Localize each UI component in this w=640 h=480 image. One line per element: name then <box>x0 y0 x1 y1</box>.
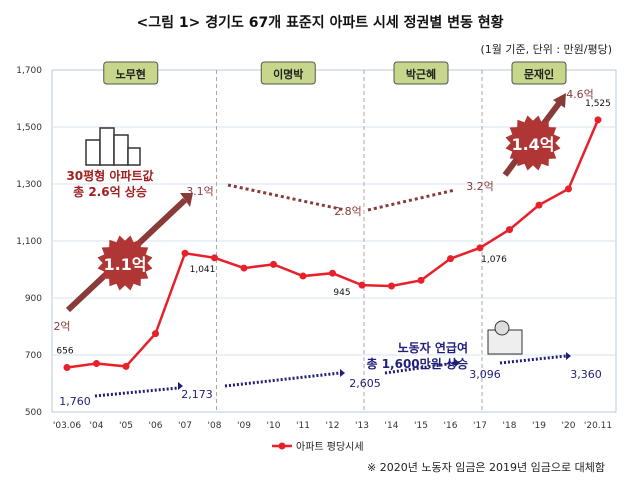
data-label: 945 <box>333 288 350 298</box>
x-tick-label: '20.11 <box>584 421 612 431</box>
x-tick-label: '06 <box>149 421 163 431</box>
era-box <box>260 61 316 85</box>
y-tick-label: 1,500 <box>16 123 42 133</box>
x-tick-label: '15 <box>414 421 428 431</box>
legend-marker <box>278 442 286 450</box>
era-label: 박근혜 <box>406 67 436 81</box>
wage-label: 2,605 <box>349 377 381 390</box>
era-box <box>393 61 449 85</box>
y-tick-label: 500 <box>25 408 42 418</box>
building-icon <box>85 139 101 166</box>
price-point <box>565 185 572 193</box>
arrowhead <box>180 193 193 207</box>
x-tick-label: '18 <box>503 421 517 431</box>
wage-arrow <box>224 371 341 388</box>
price-gain-label: 3.1억 <box>186 185 214 198</box>
price-point <box>299 272 307 280</box>
burst-label: 1.4억 <box>511 135 554 154</box>
x-tick-label: '20 <box>562 421 576 431</box>
data-label: 1,525 <box>585 99 611 109</box>
building-icon <box>127 147 141 166</box>
price-point <box>93 360 100 368</box>
era-label: 이명박 <box>273 67 303 81</box>
price-gain-label: 3.2억 <box>466 180 494 193</box>
arrowhead <box>178 382 183 390</box>
arrowhead <box>553 93 566 108</box>
price-gain-arrow <box>367 188 456 212</box>
chart-subtitle: (1월 기준, 단위 : 만원/평당) <box>480 43 612 56</box>
building-icon <box>99 127 115 166</box>
arrowhead <box>455 359 460 367</box>
price-point <box>181 249 189 257</box>
era-box <box>511 61 567 85</box>
y-tick-label: 1,700 <box>16 66 42 76</box>
footnote: ※ 2020년 노동자 임금은 2019년 임금으로 대체함 <box>367 461 605 474</box>
price-gain-label: 2억 <box>53 320 70 333</box>
price-point <box>152 330 159 338</box>
y-tick-label: 1,100 <box>16 237 42 247</box>
price-point <box>388 282 395 290</box>
price-point <box>358 281 366 289</box>
era-label: 노무현 <box>116 67 146 81</box>
data-label: 1,076 <box>481 255 507 265</box>
price-point <box>211 254 218 262</box>
x-tick-label: '16 <box>444 421 458 431</box>
x-tick-label: '09 <box>237 421 251 431</box>
chart-title: <그림 1> 경기도 67개 표준지 아파트 시세 정권별 변동 현황 <box>136 14 503 31</box>
building-note: 총 2.6억 상승 <box>73 184 147 199</box>
x-tick-label: '04 <box>90 421 104 431</box>
era-label: 문재인 <box>524 67 554 81</box>
price-point <box>417 276 425 284</box>
wage-label: 1,760 <box>59 395 91 408</box>
price-point <box>506 226 513 234</box>
x-tick-label: '12 <box>326 421 340 431</box>
wage-note: 노동자 연급여 <box>398 340 468 355</box>
y-tick-label: 900 <box>25 294 42 304</box>
x-tick-label: '13 <box>355 421 369 431</box>
wage-label: 3,096 <box>469 368 501 381</box>
burst-label: 1.1억 <box>103 255 146 274</box>
price-gain-label: 4.6억 <box>566 88 594 101</box>
x-tick-label: '19 <box>532 421 546 431</box>
price-point <box>476 244 484 252</box>
burst-shape <box>505 115 561 171</box>
price-point <box>240 264 248 272</box>
x-tick-label: '05 <box>119 421 133 431</box>
x-tick-label: '11 <box>296 421 310 431</box>
price-point <box>63 364 71 372</box>
legend-label: 아파트 평당시세 <box>296 441 364 453</box>
wage-arrow <box>499 354 567 365</box>
y-tick-label: 1,300 <box>16 180 42 190</box>
arrowhead <box>340 369 345 377</box>
price-point <box>122 362 130 370</box>
data-label: 656 <box>56 347 73 357</box>
era-box <box>103 61 159 85</box>
price-point <box>447 255 454 263</box>
x-tick-label: '17 <box>473 421 487 431</box>
building-icon <box>113 134 129 166</box>
wage-label: 2,173 <box>181 388 213 401</box>
x-tick-label: '03.06 <box>53 421 82 431</box>
price-gain-label: 2.8억 <box>334 205 362 218</box>
wage-label: 3,360 <box>570 368 602 381</box>
price-point <box>535 201 543 209</box>
data-label: 1,041 <box>190 265 216 275</box>
arrowhead <box>566 352 571 360</box>
y-tick-label: 700 <box>25 351 42 361</box>
x-tick-label: '07 <box>178 421 192 431</box>
x-tick-label: '08 <box>208 421 222 431</box>
coin-icon <box>494 320 510 336</box>
price-gain-arrow <box>227 183 346 212</box>
wage-note: 총 1,600만원 상승 <box>366 356 468 371</box>
x-tick-label: '10 <box>267 421 281 431</box>
price-point <box>594 116 602 124</box>
price-point <box>329 269 336 277</box>
building-note: 30평형 아파트값 <box>66 168 153 183</box>
x-tick-label: '14 <box>385 421 399 431</box>
wage-arrow <box>94 386 179 398</box>
price-point <box>270 260 277 268</box>
burst-shape <box>97 235 153 291</box>
